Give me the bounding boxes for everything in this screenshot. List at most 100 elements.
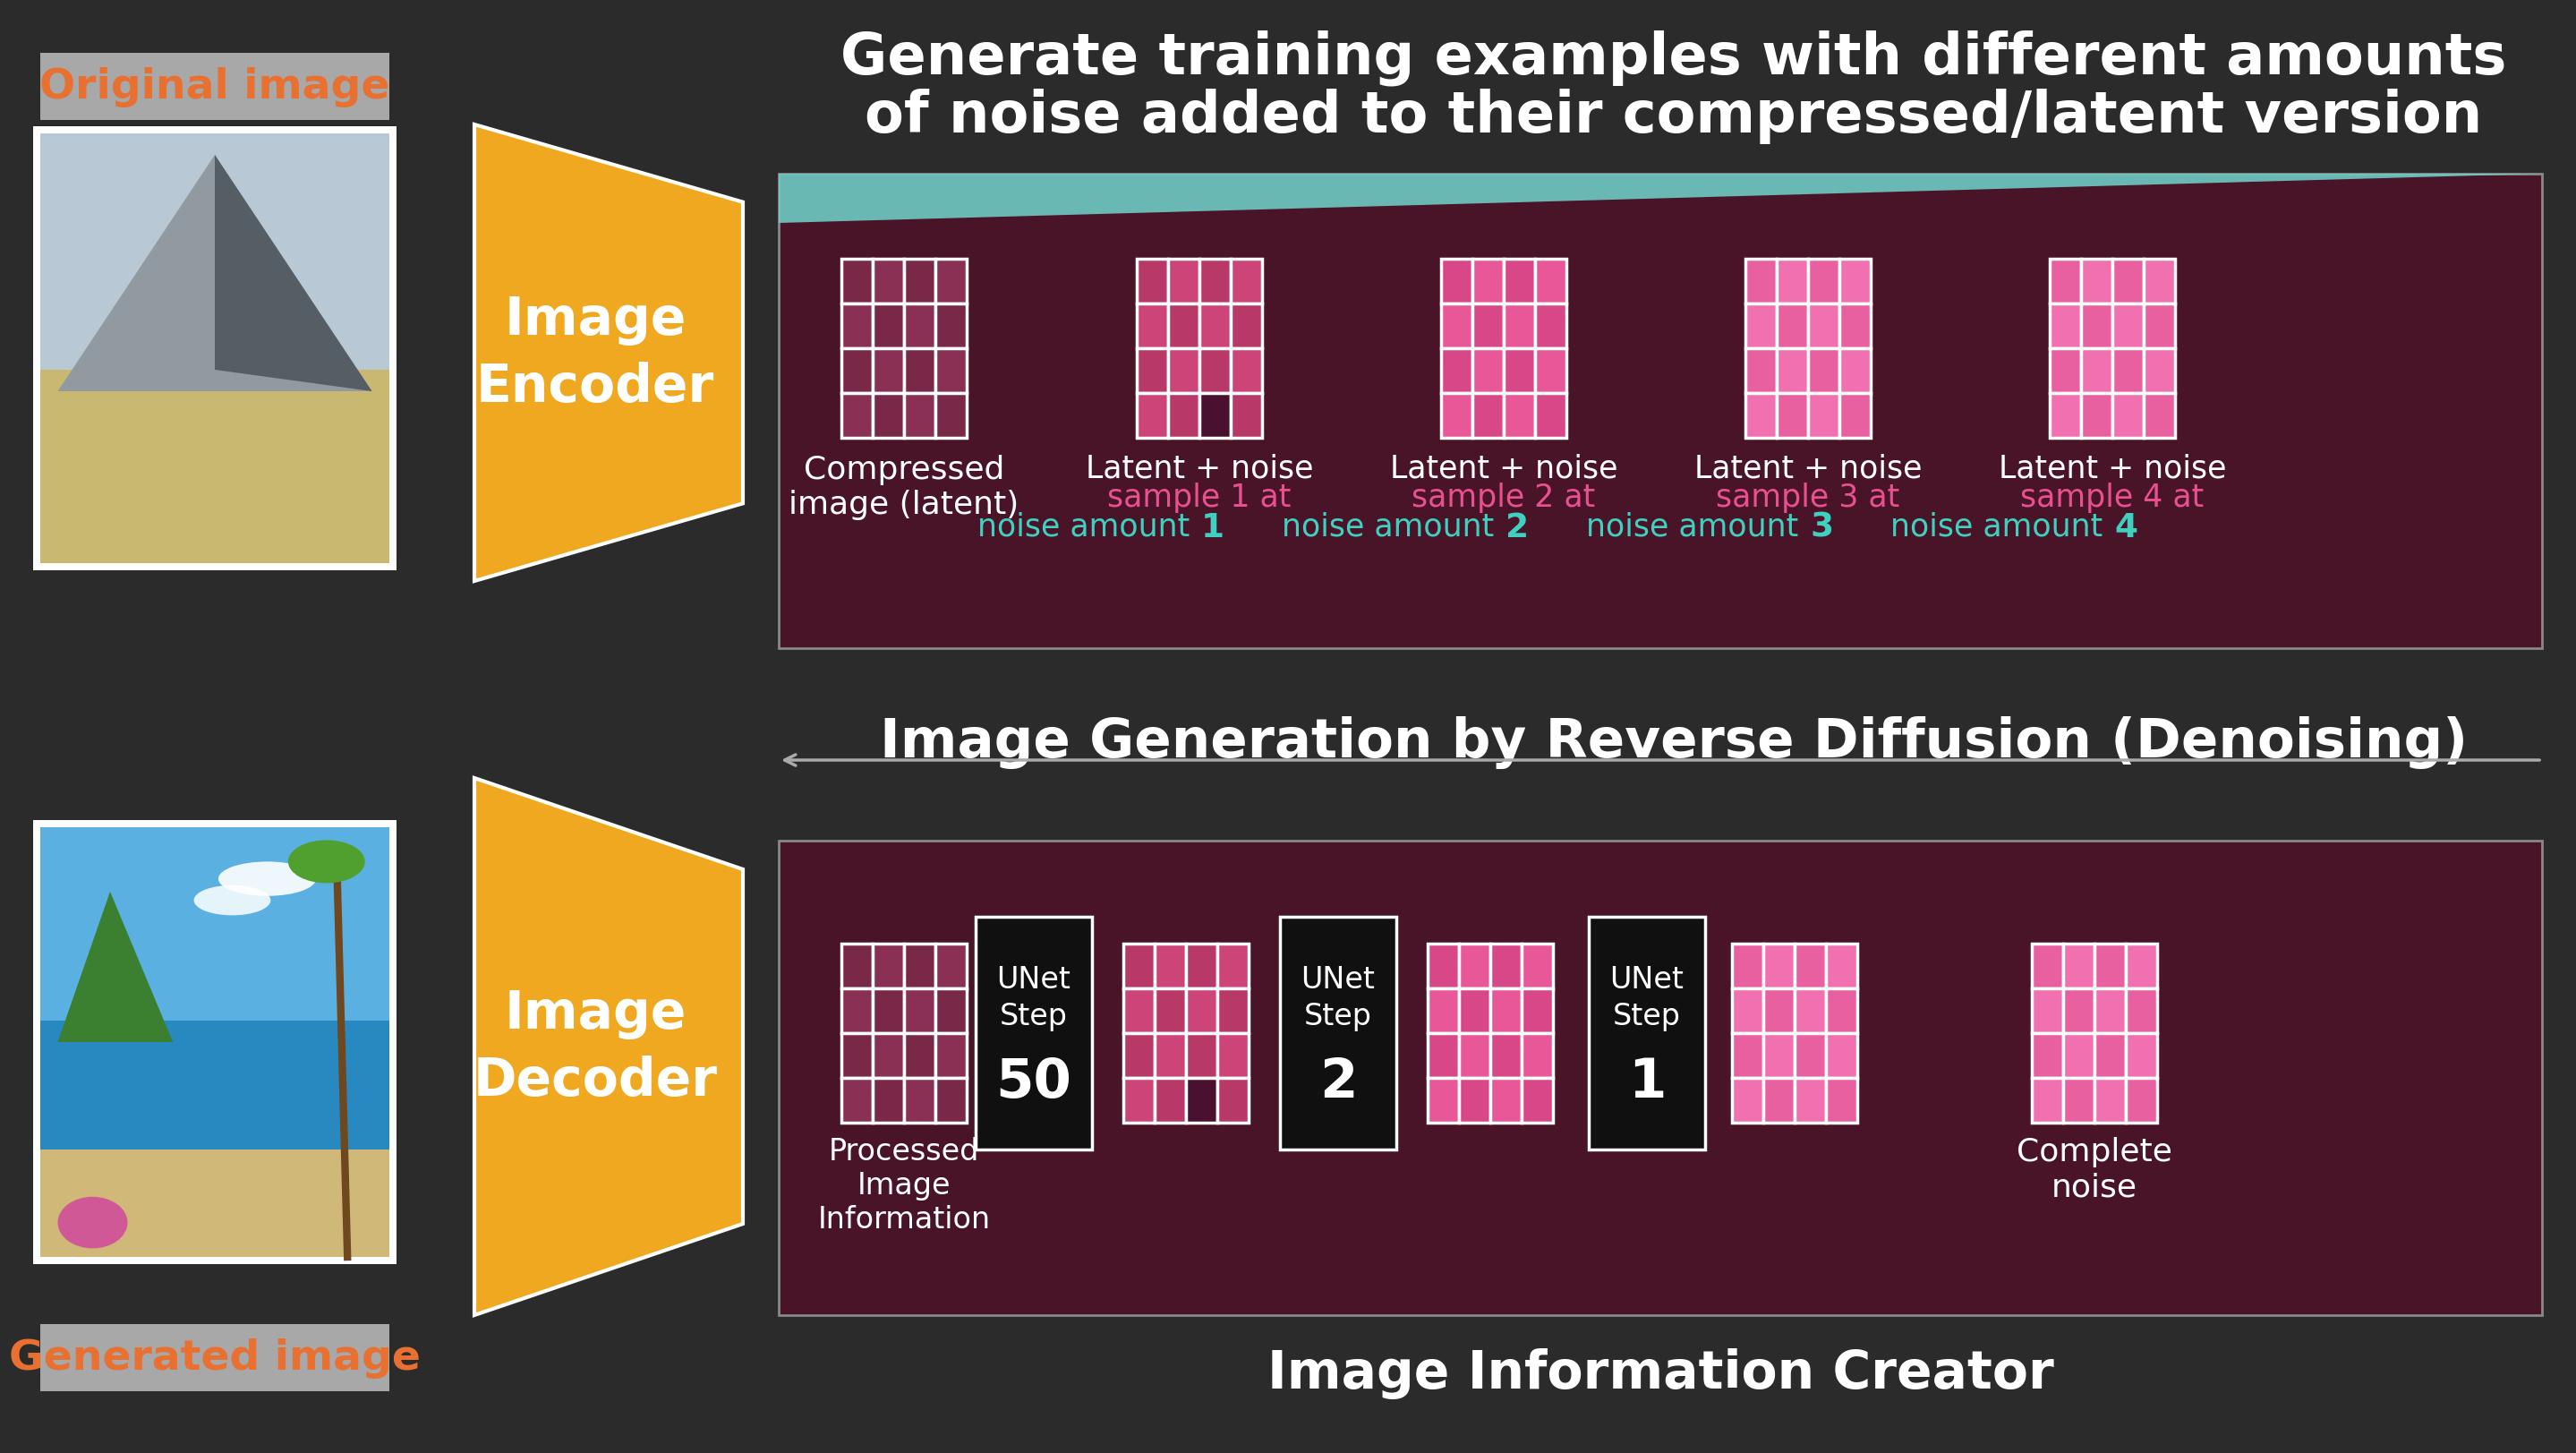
Bar: [1440, 260, 1473, 304]
Polygon shape: [57, 155, 371, 392]
Bar: [1200, 394, 1231, 439]
Bar: [1747, 304, 1777, 349]
Text: 1: 1: [1628, 1056, 1667, 1109]
Text: Generated image: Generated image: [8, 1338, 420, 1377]
Bar: [904, 1078, 935, 1123]
Bar: [2094, 1078, 2125, 1123]
Bar: [1808, 260, 1839, 304]
Bar: [1826, 1078, 1857, 1123]
Bar: [1167, 260, 1200, 304]
Bar: [1535, 260, 1566, 304]
Bar: [1504, 394, 1535, 439]
Text: Image Information Creator: Image Information Creator: [1267, 1348, 2053, 1399]
Bar: [1154, 988, 1185, 1033]
Bar: [41, 1324, 389, 1392]
Bar: [1765, 944, 1795, 988]
Bar: [1777, 394, 1808, 439]
Bar: [2063, 988, 2094, 1033]
Bar: [1123, 1078, 1154, 1123]
Bar: [1795, 1033, 1826, 1078]
Bar: [842, 260, 873, 304]
Bar: [2081, 260, 2112, 304]
Bar: [1167, 349, 1200, 394]
Bar: [842, 1033, 873, 1078]
Bar: [842, 349, 873, 394]
Bar: [1504, 260, 1535, 304]
Bar: [1731, 944, 1765, 988]
Bar: [2032, 1033, 2063, 1078]
Bar: [1458, 1033, 1492, 1078]
Bar: [2050, 260, 2081, 304]
Bar: [1839, 260, 1870, 304]
Bar: [778, 841, 2543, 1315]
Bar: [2050, 394, 2081, 439]
Ellipse shape: [289, 840, 366, 883]
Bar: [41, 1149, 389, 1257]
Bar: [1765, 1078, 1795, 1123]
Bar: [1839, 349, 1870, 394]
Bar: [1280, 917, 1396, 1149]
Text: Image Generation by Reverse Diffusion (Denoising): Image Generation by Reverse Diffusion (D…: [881, 716, 2468, 769]
Text: noise amount: noise amount: [1280, 511, 1504, 542]
Bar: [2125, 944, 2156, 988]
Bar: [1473, 304, 1504, 349]
Bar: [2112, 304, 2143, 349]
Bar: [1747, 260, 1777, 304]
Bar: [1765, 1033, 1795, 1078]
Bar: [873, 304, 904, 349]
Bar: [2125, 1078, 2156, 1123]
Bar: [1136, 394, 1167, 439]
Bar: [1185, 1033, 1218, 1078]
Bar: [1492, 988, 1522, 1033]
Bar: [1795, 944, 1826, 988]
Text: 4: 4: [2115, 511, 2138, 543]
Bar: [1136, 304, 1167, 349]
Text: sample 2 at: sample 2 at: [1412, 482, 1595, 513]
Text: sample 3 at: sample 3 at: [1716, 482, 1901, 513]
Bar: [2143, 394, 2174, 439]
Bar: [1200, 349, 1231, 394]
Bar: [1440, 394, 1473, 439]
Bar: [2063, 944, 2094, 988]
Bar: [1218, 944, 1249, 988]
Text: Compressed
image (latent): Compressed image (latent): [788, 455, 1020, 520]
Bar: [1492, 1033, 1522, 1078]
Bar: [1795, 1078, 1826, 1123]
Bar: [1839, 394, 1870, 439]
Bar: [2050, 349, 2081, 394]
Bar: [904, 988, 935, 1033]
Bar: [1731, 1078, 1765, 1123]
Bar: [2094, 1033, 2125, 1078]
Bar: [904, 394, 935, 439]
Bar: [935, 944, 966, 988]
Text: 1: 1: [1200, 511, 1224, 543]
Bar: [1458, 944, 1492, 988]
Bar: [1808, 394, 1839, 439]
Bar: [1200, 304, 1231, 349]
Polygon shape: [778, 174, 2543, 224]
Bar: [842, 304, 873, 349]
Text: 3: 3: [1811, 511, 1834, 543]
Text: Latent + noise: Latent + noise: [1391, 453, 1618, 484]
Bar: [873, 1078, 904, 1123]
Bar: [33, 126, 397, 571]
Bar: [873, 944, 904, 988]
Text: UNet
Step: UNet Step: [1610, 965, 1685, 1030]
Bar: [873, 394, 904, 439]
Text: Original image: Original image: [39, 67, 389, 108]
Bar: [1747, 349, 1777, 394]
Text: of noise added to their compressed/latent version: of noise added to their compressed/laten…: [866, 89, 2483, 144]
Bar: [904, 349, 935, 394]
Polygon shape: [57, 892, 173, 1042]
Bar: [33, 821, 397, 1264]
Bar: [1808, 349, 1839, 394]
Text: UNet
Step: UNet Step: [997, 965, 1072, 1030]
Bar: [1427, 1078, 1458, 1123]
Bar: [41, 54, 389, 121]
Bar: [2143, 349, 2174, 394]
Bar: [1522, 1078, 1553, 1123]
Bar: [1231, 304, 1262, 349]
Bar: [2112, 349, 2143, 394]
Bar: [1795, 988, 1826, 1033]
Bar: [2081, 394, 2112, 439]
